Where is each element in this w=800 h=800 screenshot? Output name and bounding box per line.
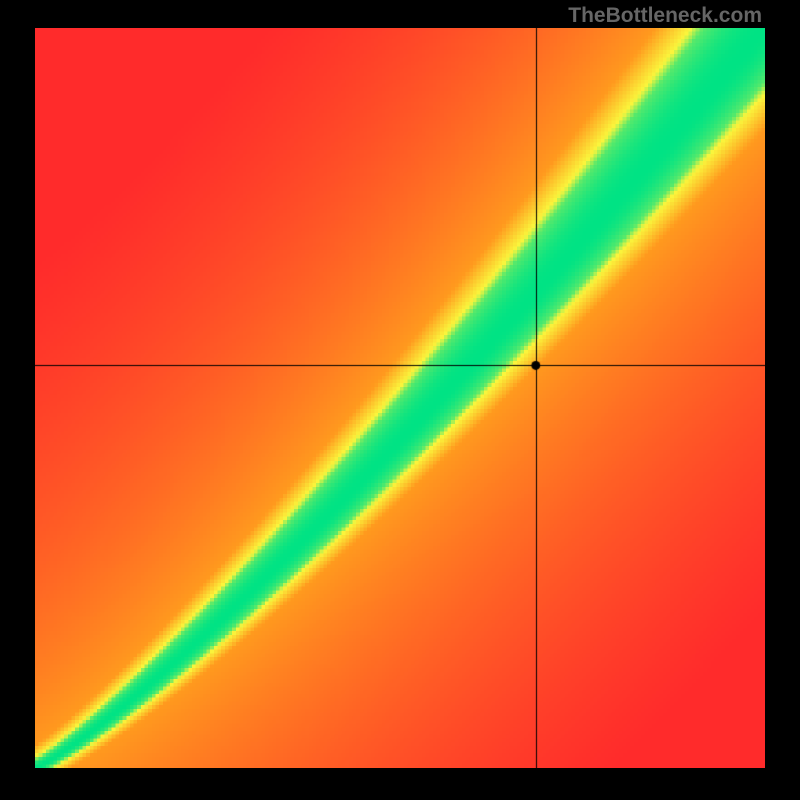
watermark-text: TheBottleneck.com xyxy=(568,4,762,28)
crosshair-overlay xyxy=(35,28,765,768)
chart-container: { "watermark": { "text": "TheBottleneck.… xyxy=(0,0,800,800)
